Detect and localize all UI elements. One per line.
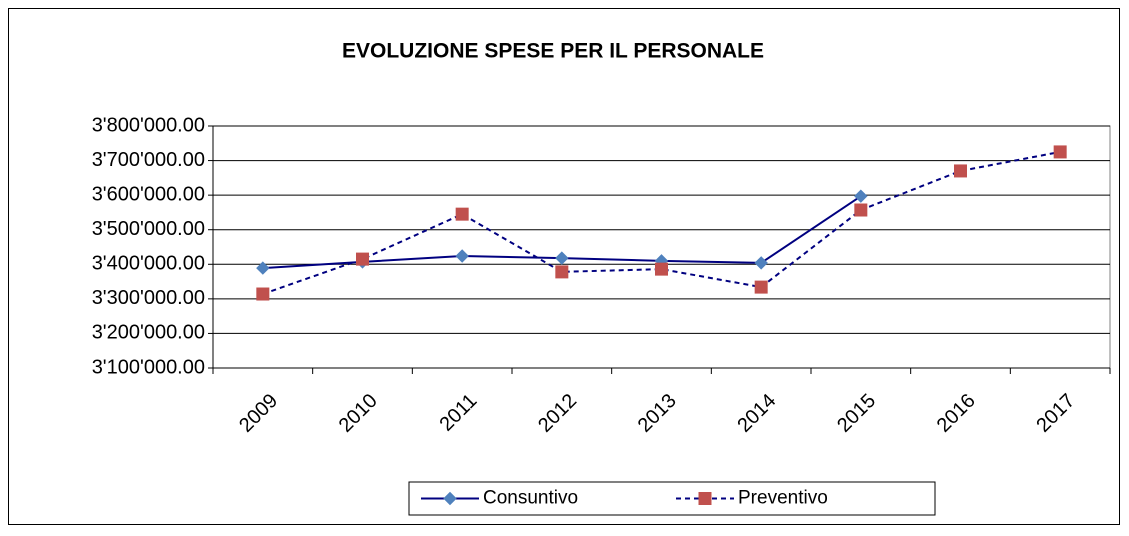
data-point <box>954 164 967 178</box>
legend-label: Preventivo <box>738 488 828 509</box>
y-tick-label: 3'700'000.00 <box>92 149 205 171</box>
data-point <box>455 249 469 263</box>
legend-marker <box>443 491 457 506</box>
y-tick-label: 3'200'000.00 <box>92 322 205 344</box>
data-point <box>555 265 569 279</box>
data-point <box>256 287 270 301</box>
y-tick-label: 3'600'000.00 <box>92 183 205 205</box>
data-point <box>655 262 668 276</box>
y-tick-label: 3'300'000.00 <box>92 287 205 309</box>
data-point <box>754 256 768 270</box>
data-point <box>854 189 868 203</box>
legend-marker <box>698 492 712 505</box>
legend-box <box>408 481 936 516</box>
legend-label: Consuntivo <box>483 488 578 509</box>
y-tick-label: 3'500'000.00 <box>92 218 205 240</box>
chart-title: EVOLUZIONE SPESE PER IL PERSONALE <box>342 40 764 63</box>
y-tick-label: 3'100'000.00 <box>92 356 205 378</box>
data-point <box>754 280 768 294</box>
data-point <box>1053 145 1067 159</box>
data-point <box>356 252 369 266</box>
y-tick-label: 3'400'000.00 <box>92 253 205 275</box>
data-point <box>455 207 469 221</box>
y-tick-label: 3'800'000.00 <box>92 114 205 136</box>
plot-area <box>212 125 1111 369</box>
data-point <box>256 261 270 275</box>
data-point <box>854 203 868 217</box>
data-point <box>555 251 569 265</box>
